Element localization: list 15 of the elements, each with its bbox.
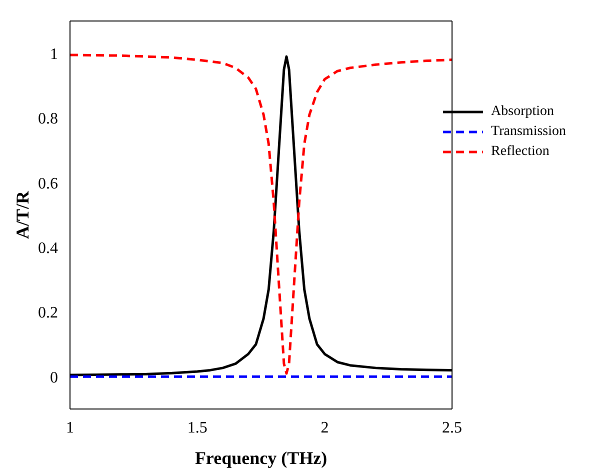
legend-label: Reflection [491,144,550,160]
y-tick-label: 0.2 [38,304,58,322]
x-tick-label: 1.5 [187,419,208,436]
y-tick-label: 0.8 [38,110,58,128]
y-tick-label: 0 [50,369,58,386]
y-axis-title: A/T/R [12,190,32,240]
x-tick-label: 2.5 [442,419,462,436]
legend-label: Absorption [491,104,554,120]
y-tick-label: 1 [50,46,58,64]
y-tick-label: 0.6 [38,175,58,192]
legend-label: Transmission [491,124,566,140]
x-tick-label: 2 [320,419,329,436]
x-tick-label: 1 [66,419,74,436]
x-axis-title: Frequency (THz) [194,448,328,468]
y-tick-label: 0.4 [38,240,58,258]
